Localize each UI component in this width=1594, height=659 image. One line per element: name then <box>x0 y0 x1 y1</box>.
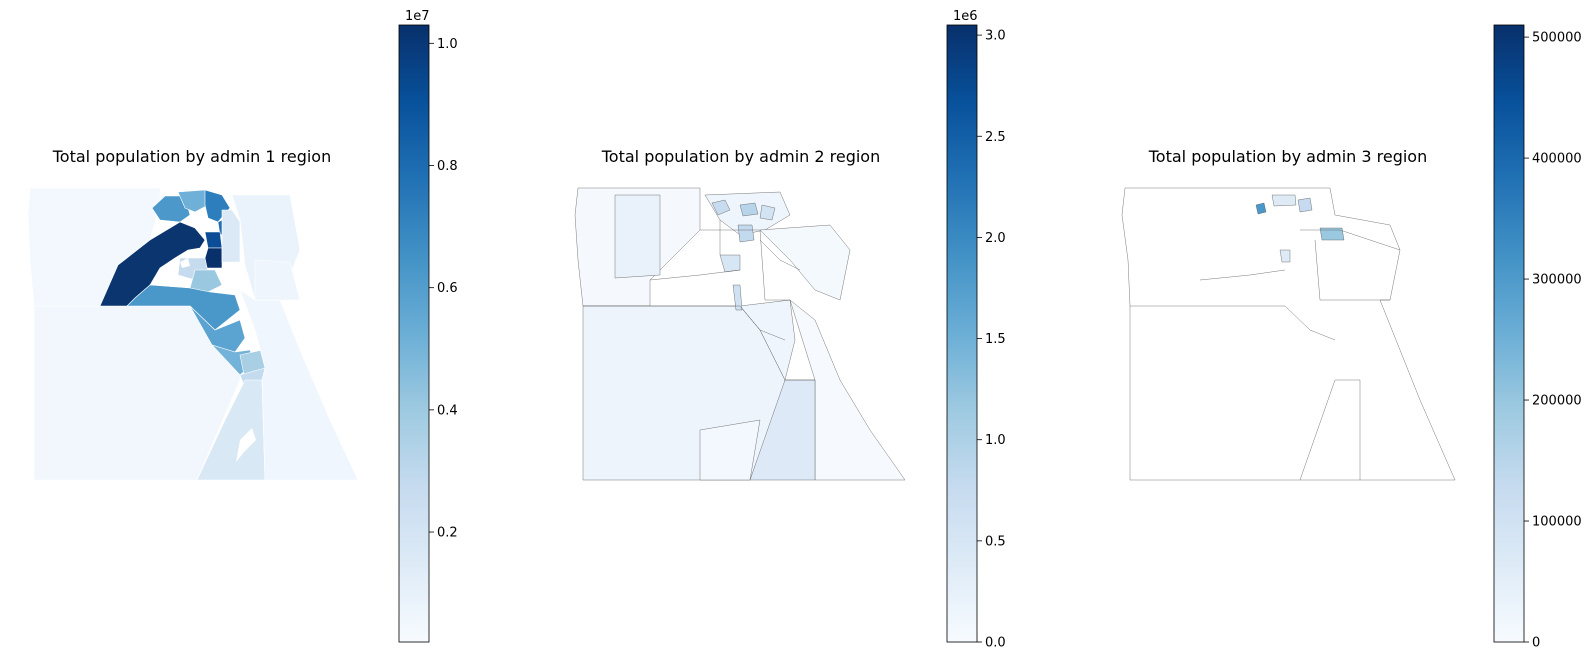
colorbar-admin2: 1e6 0.0 0.5 1.0 1.5 2.0 2.5 3.0 <box>946 9 1006 651</box>
panel-admin3: Total population by admin 3 region 0 1000… <box>1121 24 1582 651</box>
region-aswan <box>196 379 266 481</box>
region-outline <box>1121 187 1456 481</box>
colorbar-multiplier: 1e7 <box>405 9 430 24</box>
panel-title: Total population by admin 3 region <box>1148 147 1427 166</box>
colorbar-tick-label: 2.0 <box>985 231 1006 246</box>
colorbar-tick-label: 1.5 <box>985 332 1006 347</box>
colorbar-tick-label: 0 <box>1532 636 1540 651</box>
colorbar-tick-label: 0.4 <box>437 403 458 418</box>
region-hotspot-1 <box>1255 202 1267 215</box>
colorbar-tick-label: 1.0 <box>437 37 458 52</box>
region-east-2 <box>759 224 851 301</box>
region-beheira <box>151 195 191 223</box>
colorbar-tick-label: 200000 <box>1532 394 1582 409</box>
region-desert-south <box>699 419 761 481</box>
region-cairo <box>204 247 223 269</box>
colorbar-tick-label: 2.5 <box>985 130 1006 145</box>
region-delta-1 <box>711 199 731 216</box>
colorbar-tick-label: 100000 <box>1532 515 1582 530</box>
region-kafr-el-sheikh <box>177 189 209 213</box>
panel-title: Total population by admin 2 region <box>601 147 880 166</box>
colorbar-tick-label: 0.6 <box>437 281 458 296</box>
colorbar-gradient <box>398 24 430 643</box>
colorbar-multiplier: 1e6 <box>953 9 978 24</box>
colorbar-tick-label: 0.8 <box>437 159 458 174</box>
region-delta-2 <box>739 202 759 217</box>
region-lake-nasser <box>236 428 256 462</box>
colorbar-tick-label: 0.0 <box>985 636 1006 651</box>
colorbar-gradient <box>946 24 978 643</box>
map-admin1 <box>27 187 359 481</box>
colorbar-tick-label: 500000 <box>1532 31 1582 46</box>
colorbar-gradient <box>1493 24 1525 643</box>
colorbar-tick-label: 300000 <box>1532 273 1582 288</box>
panel-admin1: Total population by admin 1 region <box>27 9 458 643</box>
colorbar-tick-label: 0.2 <box>437 526 458 541</box>
colorbar-tick-label: 3.0 <box>985 29 1006 44</box>
panel-admin2: Total population by admin 2 region 1e6 0… <box>574 9 1006 651</box>
region-ismailia <box>221 209 241 263</box>
region-north-coast-lake <box>180 258 190 268</box>
boundary-lines <box>1130 229 1401 481</box>
colorbar-admin1: 1e7 0.2 0.4 0.6 0.8 1.0 <box>398 9 458 643</box>
region-fayoum-2 <box>719 254 741 273</box>
colorbar-tick-label: 400000 <box>1532 152 1582 167</box>
region-siwa <box>614 194 661 279</box>
colorbar-tick-label: 1.0 <box>985 433 1006 448</box>
panel-title: Total population by admin 1 region <box>52 147 331 166</box>
region-south-sinai <box>254 259 301 301</box>
boundary-lines <box>583 220 815 381</box>
colorbar-admin3: 0 100000 200000 300000 400000 500000 <box>1493 24 1582 651</box>
region-hotspot-5 <box>1279 249 1291 263</box>
region-delta-3 <box>759 204 776 221</box>
region-qalyubia <box>204 231 223 249</box>
region-hotspot-4 <box>1271 194 1297 207</box>
region-nile-cell <box>732 284 743 311</box>
colorbar-tick-label: 0.5 <box>985 534 1006 549</box>
region-cairo-2 <box>737 224 755 243</box>
map-admin3 <box>1121 187 1456 481</box>
region-hotspot-3 <box>1297 197 1313 213</box>
region-beni-suef <box>189 269 223 293</box>
map-admin2 <box>574 187 906 481</box>
region-sw <box>582 305 786 481</box>
region-hotspot-2 <box>1319 227 1345 241</box>
